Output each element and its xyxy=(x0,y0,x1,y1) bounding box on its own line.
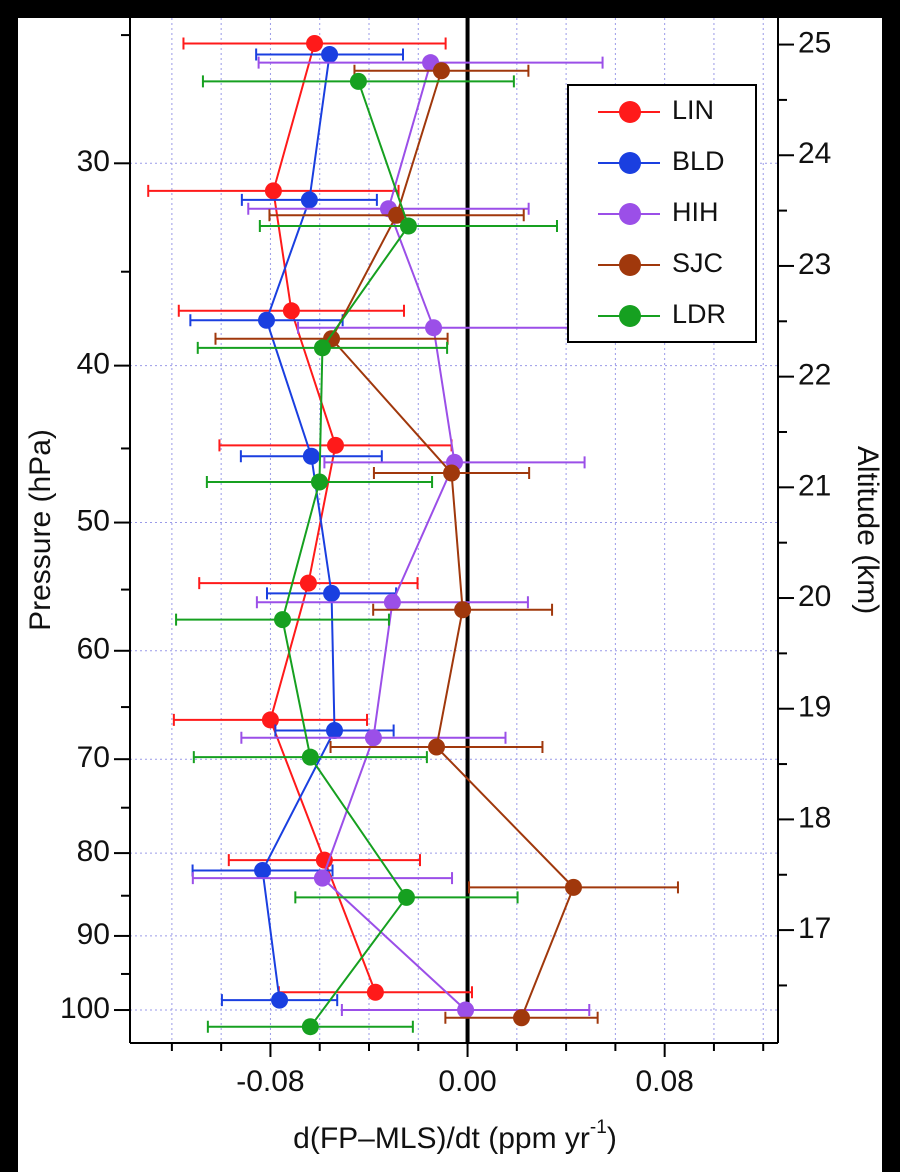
legend-marker xyxy=(619,305,641,327)
legend-marker xyxy=(619,101,641,123)
marker xyxy=(383,593,401,611)
marker xyxy=(300,191,318,209)
marker xyxy=(366,983,384,1001)
y2-tick-label: 17 xyxy=(798,912,831,945)
y2-axis-label: Altitude (km) xyxy=(851,446,884,614)
marker xyxy=(564,878,582,896)
legend-marker xyxy=(619,203,641,225)
marker xyxy=(425,319,443,337)
legend-label: SJC xyxy=(672,248,723,278)
marker xyxy=(299,574,317,592)
y-tick-label: 100 xyxy=(60,992,110,1025)
marker xyxy=(264,182,282,200)
marker xyxy=(306,34,324,52)
profile-line xyxy=(269,43,377,993)
marker xyxy=(443,464,461,482)
marker xyxy=(321,46,339,64)
y-tick-label: 70 xyxy=(77,741,110,774)
profile-line xyxy=(321,62,467,1011)
marker xyxy=(323,584,341,602)
x-tick-label: 0.00 xyxy=(438,1065,496,1098)
marker xyxy=(428,738,446,756)
x-tick-label: -0.08 xyxy=(236,1065,304,1098)
marker xyxy=(274,611,292,629)
y2-tick-label: 20 xyxy=(798,580,831,613)
profile-line xyxy=(261,54,336,1001)
marker xyxy=(513,1009,531,1027)
legend-box xyxy=(567,84,757,343)
y2-tick-label: 25 xyxy=(798,26,831,59)
marker xyxy=(271,991,289,1009)
marker xyxy=(313,339,331,357)
plot: 30 40 50 60 70 80 90 100 17 18 19 20 21 22 23 24 25 -0.08… xyxy=(60,18,831,1098)
y2-tick-label: 19 xyxy=(798,691,831,724)
y-tick-label: 30 xyxy=(77,145,110,178)
x-tick-label: 0.08 xyxy=(635,1065,693,1098)
marker xyxy=(313,869,331,887)
marker xyxy=(432,62,450,80)
y2-tick-label: 23 xyxy=(798,248,831,281)
legend-label: LIN xyxy=(672,95,714,125)
y2-tick-label: 24 xyxy=(798,137,831,170)
marker xyxy=(254,861,272,879)
legend-label: LDR xyxy=(672,299,726,329)
marker xyxy=(310,473,328,491)
marker xyxy=(326,436,344,454)
x-axis-label-end: ) xyxy=(607,1122,617,1155)
marker xyxy=(349,72,367,90)
marker xyxy=(257,311,275,329)
legend-label: HIH xyxy=(672,197,719,227)
y2-tick-label: 22 xyxy=(798,359,831,392)
y-tick-label: 40 xyxy=(77,348,110,381)
y-tick-label: 90 xyxy=(77,918,110,951)
marker xyxy=(315,851,333,869)
y2-tick-label: 21 xyxy=(798,469,831,502)
marker xyxy=(261,711,279,729)
x-axis-label-sup: -1 xyxy=(590,1117,607,1138)
legend-marker xyxy=(619,254,641,276)
marker xyxy=(326,721,344,739)
y-tick-label: 60 xyxy=(77,633,110,666)
y-axis-label: Pressure (hPa) xyxy=(24,429,57,631)
y2-tick-label: 18 xyxy=(798,801,831,834)
x-axis-label-text: d(FP–MLS)/dt (ppm yr xyxy=(293,1122,590,1155)
marker xyxy=(397,888,415,906)
y-tick-label: 80 xyxy=(77,835,110,868)
y-tick-label: 50 xyxy=(77,504,110,537)
marker xyxy=(282,302,300,320)
marker xyxy=(457,1001,475,1019)
marker xyxy=(301,748,319,766)
marker xyxy=(454,601,472,619)
profile-line xyxy=(281,81,410,1028)
marker xyxy=(301,1018,319,1036)
legend-label: BLD xyxy=(672,146,725,176)
legend-marker xyxy=(619,152,641,174)
marker xyxy=(302,447,320,465)
marker xyxy=(364,729,382,747)
marker xyxy=(399,217,417,235)
x-axis-label: d(FP–MLS)/dt (ppm yr-1) xyxy=(293,1117,617,1155)
profile-line xyxy=(330,70,575,1019)
marker xyxy=(388,206,406,224)
